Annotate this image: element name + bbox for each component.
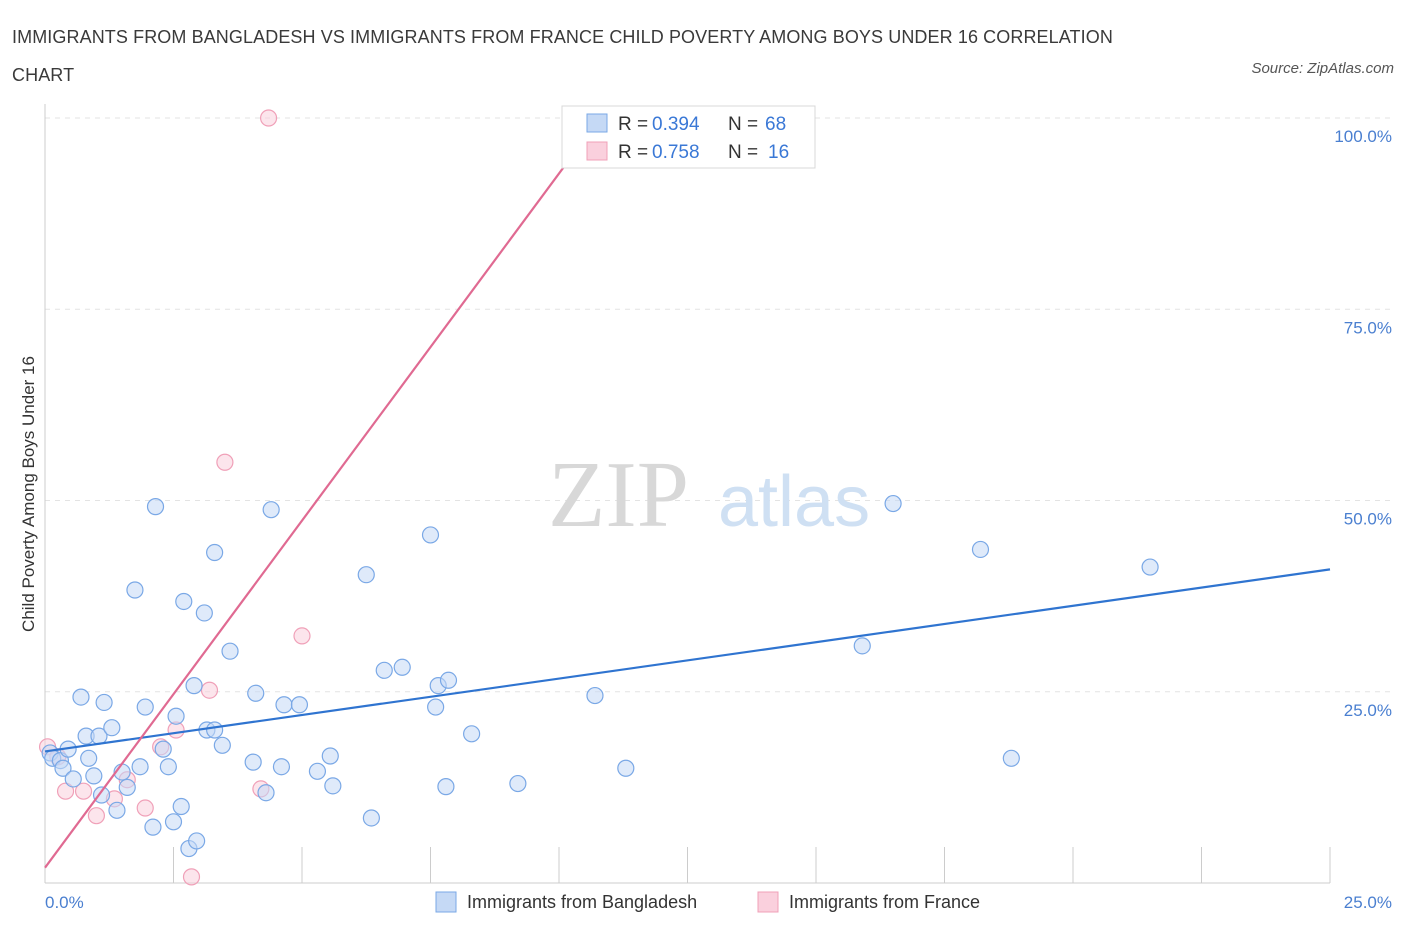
point-bangladesh-16 bbox=[118, 778, 136, 796]
grid-lines bbox=[45, 117, 1392, 693]
point-bangladesh-54 bbox=[437, 778, 455, 796]
watermark: ZIP atlas bbox=[548, 443, 870, 547]
point-bangladesh-27 bbox=[175, 592, 193, 611]
point-bangladesh-23 bbox=[159, 758, 177, 776]
point-france-12 bbox=[216, 453, 234, 471]
legend-label-bangladesh: Immigrants from Bangladesh bbox=[467, 892, 697, 912]
point-bangladesh-50 bbox=[393, 658, 411, 676]
point-bangladesh-17 bbox=[126, 581, 144, 599]
watermark-zip: ZIP bbox=[548, 443, 689, 547]
legend-top-swatch-france bbox=[586, 141, 608, 161]
point-bangladesh-40 bbox=[262, 501, 280, 519]
watermark-atlas: atlas bbox=[718, 462, 870, 542]
legend-swatch-bangladesh bbox=[435, 891, 457, 913]
x-tick-label-max: 25.0% bbox=[1344, 893, 1392, 912]
point-france-14 bbox=[259, 109, 278, 127]
point-bangladesh-46 bbox=[324, 777, 342, 795]
chart-source: Source: ZipAtlas.com bbox=[1251, 60, 1394, 77]
points-bangladesh bbox=[41, 494, 1159, 858]
ticks: 25.0% 50.0% 75.0% 100.0% 0.0% 25.0% bbox=[45, 127, 1392, 912]
legend-swatch-france bbox=[757, 891, 779, 913]
point-bangladesh-64 bbox=[1141, 558, 1159, 576]
point-bangladesh-13 bbox=[103, 719, 121, 737]
point-bangladesh-25 bbox=[167, 707, 185, 725]
y-tick-label-50: 50.0% bbox=[1344, 510, 1392, 529]
point-france-4 bbox=[87, 807, 106, 825]
point-bangladesh-9 bbox=[85, 767, 103, 785]
legend-top-n-label-1: N = bbox=[728, 114, 758, 135]
legend-top-r-value-1: 0.394 bbox=[652, 114, 700, 135]
point-bangladesh-55 bbox=[439, 671, 458, 689]
point-bangladesh-57 bbox=[509, 774, 527, 793]
legend-top-n-value-2: 16 bbox=[768, 142, 789, 163]
point-france-3 bbox=[74, 782, 93, 800]
trend-lines bbox=[44, 117, 1331, 869]
point-bangladesh-8 bbox=[80, 749, 98, 767]
chart-title: IMMIGRANTS FROM BANGLADESH VS IMMIGRANTS… bbox=[12, 27, 1113, 85]
point-bangladesh-24 bbox=[164, 813, 183, 831]
point-bangladesh-29 bbox=[185, 677, 203, 695]
point-bangladesh-58 bbox=[586, 686, 604, 705]
legend-top-r-value-2: 0.758 bbox=[652, 142, 700, 163]
y-tick-label-75: 75.0% bbox=[1344, 318, 1392, 337]
y-tick-label-25: 25.0% bbox=[1344, 701, 1392, 720]
point-bangladesh-26 bbox=[172, 797, 190, 816]
point-bangladesh-63 bbox=[1002, 749, 1020, 767]
legend-top-n-label-2: N = bbox=[728, 142, 758, 163]
point-bangladesh-3 bbox=[54, 759, 72, 777]
point-bangladesh-62 bbox=[971, 540, 990, 559]
point-bangladesh-61 bbox=[884, 494, 902, 513]
point-bangladesh-43 bbox=[290, 696, 309, 714]
point-bangladesh-44 bbox=[308, 762, 327, 780]
point-france-15 bbox=[293, 627, 311, 645]
point-bangladesh-60 bbox=[853, 637, 871, 655]
point-bangladesh-59 bbox=[617, 759, 635, 777]
point-bangladesh-51 bbox=[421, 526, 440, 544]
point-bangladesh-56 bbox=[463, 725, 481, 743]
legend-label-france: Immigrants from France bbox=[789, 892, 980, 912]
y-tick-label-100: 100.0% bbox=[1334, 127, 1392, 146]
point-bangladesh-36 bbox=[221, 642, 239, 660]
point-bangladesh-48 bbox=[362, 809, 380, 827]
point-france-7 bbox=[136, 799, 154, 817]
point-france-11 bbox=[200, 681, 219, 699]
legend-top-r-label-2: R = bbox=[618, 142, 648, 163]
x-tick-label-min: 0.0% bbox=[45, 893, 84, 912]
point-bangladesh-49 bbox=[375, 661, 393, 679]
point-bangladesh-14 bbox=[108, 801, 126, 819]
point-bangladesh-41 bbox=[272, 758, 291, 776]
trend-line-france bbox=[44, 117, 602, 869]
point-bangladesh-35 bbox=[213, 736, 231, 754]
point-bangladesh-31 bbox=[195, 604, 213, 622]
point-bangladesh-45 bbox=[321, 747, 339, 765]
point-bangladesh-37 bbox=[244, 753, 262, 771]
point-bangladesh-39 bbox=[257, 784, 275, 802]
legend-top-r-label-1: R = bbox=[618, 114, 648, 135]
legend-top-n-value-1: 68 bbox=[765, 114, 786, 135]
point-bangladesh-33 bbox=[206, 721, 224, 739]
point-bangladesh-38 bbox=[247, 684, 265, 702]
point-bangladesh-21 bbox=[146, 498, 165, 516]
point-bangladesh-47 bbox=[357, 566, 375, 584]
point-bangladesh-20 bbox=[144, 818, 162, 836]
point-bangladesh-11 bbox=[92, 786, 111, 804]
point-bangladesh-52 bbox=[427, 698, 445, 716]
legend-bottom: Immigrants from Bangladesh Immigrants fr… bbox=[435, 891, 980, 913]
point-bangladesh-12 bbox=[95, 693, 113, 712]
point-bangladesh-42 bbox=[275, 696, 293, 714]
point-bangladesh-19 bbox=[136, 698, 154, 716]
trend-line-bangladesh bbox=[44, 568, 1331, 753]
y-axis-label: Child Poverty Among Boys Under 16 bbox=[19, 356, 38, 632]
point-france-2 bbox=[56, 782, 75, 800]
point-bangladesh-18 bbox=[131, 758, 149, 776]
point-bangladesh-30 bbox=[188, 832, 206, 850]
point-bangladesh-5 bbox=[64, 770, 82, 788]
point-france-10 bbox=[182, 868, 201, 886]
legend-top: R = 0.394 N = 68 R = 0.758 N = 16 bbox=[561, 105, 816, 169]
point-bangladesh-22 bbox=[154, 740, 172, 758]
legend-top-swatch-bangladesh bbox=[586, 113, 608, 133]
point-bangladesh-6 bbox=[72, 688, 90, 706]
point-bangladesh-34 bbox=[206, 543, 224, 562]
